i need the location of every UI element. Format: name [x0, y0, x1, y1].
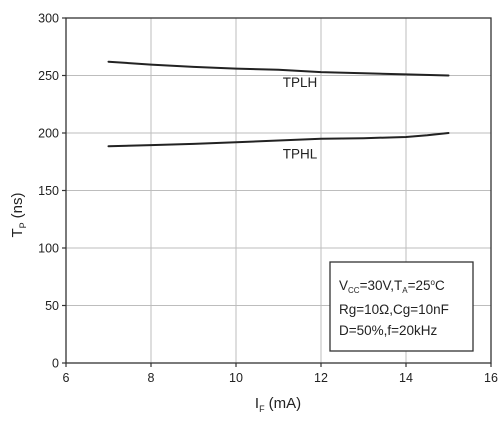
x-tick-label: 16 — [484, 371, 498, 385]
y-tick-label: 100 — [38, 242, 59, 256]
y-axis-unit: (ns) — [9, 192, 26, 218]
x-axis-title: IF (mA) — [255, 395, 301, 414]
y-tick-label: 300 — [38, 12, 59, 26]
x-tick-label: 10 — [229, 371, 243, 385]
y-tick-labels: 0 50 100 150 200 250 300 — [38, 12, 59, 371]
x-tick-label: 12 — [314, 371, 328, 385]
x-tick-label: 6 — [63, 371, 70, 385]
x-axis-subscript: F — [259, 404, 265, 414]
conditions-line-2: Rg=10Ω,Cg=10nF — [339, 302, 449, 317]
x-tick-label: 14 — [399, 371, 413, 385]
y-tick-label: 0 — [52, 357, 59, 371]
plot-frame — [62, 17, 492, 367]
y-tick-label: 150 — [38, 184, 59, 198]
conditions-line-3: D=50%,f=20kHz — [339, 323, 438, 338]
conditions-box-border — [329, 261, 474, 352]
x-tick-label: 8 — [148, 371, 155, 385]
series-label: TPLH — [283, 75, 318, 90]
series — [107, 60, 450, 148]
x-axis-symbol: I — [255, 395, 259, 412]
y-axis-subscript: P — [18, 222, 28, 228]
y-axis-symbol: T — [9, 228, 26, 237]
y-tick-label: 50 — [45, 299, 59, 313]
conditions-line-1: VCC=30V,TA=25oC — [339, 278, 445, 295]
conditions-box: VCC=30V,TA=25oC Rg=10Ω,Cg=10nF D=50%,f=2… — [329, 261, 474, 352]
y-tick-label: 200 — [38, 127, 59, 141]
series-annotations: TPLH TPHL — [283, 75, 318, 161]
x-axis-unit: (mA) — [269, 395, 302, 412]
series-label: TPHL — [283, 146, 318, 161]
x-tick-labels: 6 8 10 12 14 16 — [63, 371, 498, 385]
series-line-tphl — [107, 132, 450, 148]
series-line-tplh — [107, 60, 450, 77]
y-axis-title: TP (ns) — [9, 192, 28, 237]
y-tick-label: 250 — [38, 69, 59, 83]
